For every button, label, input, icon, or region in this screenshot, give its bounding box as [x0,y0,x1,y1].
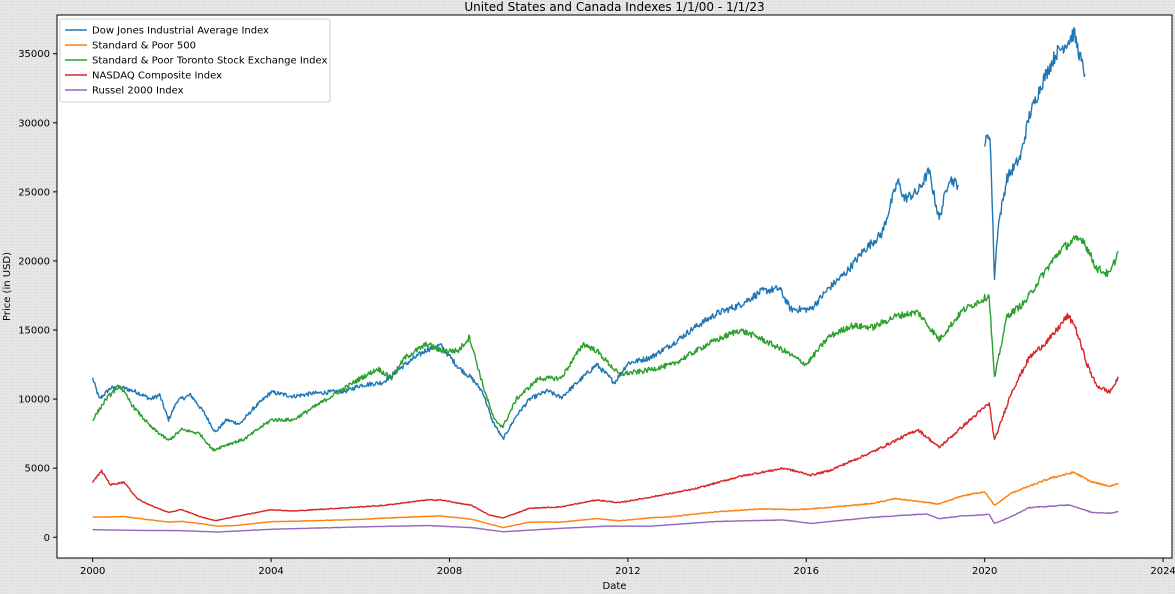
x-tick-label-3: 2012 [615,566,640,577]
series-line-0-segment-1 [984,27,1086,281]
series-line-2-segment-0 [92,235,1119,452]
x-tick-label-4: 2016 [794,566,819,577]
series-line-4-segment-0 [92,503,1119,533]
x-tick-label-6: 2024 [1150,566,1175,577]
x-tick-label-0: 2000 [80,566,105,577]
series-line-0-segment-0 [92,167,959,440]
plot-area [57,15,1172,558]
series-layer [92,27,1120,533]
legend-label-0: Dow Jones Industrial Average Index [92,26,269,37]
y-tick-label-7: 35000 [18,49,50,60]
legend-label-4: Russel 2000 Index [92,86,184,97]
legend-label-2: Standard & Poor Toronto Stock Exchange I… [92,56,327,67]
chart-title: United States and Canada Indexes 1/1/00 … [464,0,764,14]
y-axis: 0 5000 10000 15000 20000 25000 30000 35000 [18,49,57,544]
x-tick-label-5: 2020 [972,566,997,577]
y-tick-label-6: 30000 [18,118,50,129]
y-axis-label: Price (in USD) [2,252,13,321]
plot-frame [56,14,1173,559]
y-tick-label-1: 5000 [25,464,50,475]
legend-label-3: NASDAQ Composite Index [92,71,222,82]
series-line-3-segment-0 [92,312,1120,522]
y-tick-label-0: 0 [44,533,50,544]
x-axis: 2000 2004 2008 2012 2016 2020 2024 [80,558,1175,577]
x-tick-label-2: 2008 [437,566,462,577]
x-axis-label: Date [603,581,627,592]
y-tick-label-5: 25000 [18,187,50,198]
x-tick-label-1: 2004 [258,566,283,577]
y-tick-label-3: 15000 [18,326,50,337]
y-tick-label-4: 20000 [18,256,50,267]
legend-label-1: Standard & Poor 500 [92,41,196,52]
legend-box [59,18,331,103]
legend: Dow Jones Industrial Average Index Standa… [59,18,331,103]
y-tick-label-2: 10000 [18,395,50,406]
series-line-1-segment-0 [92,471,1119,529]
